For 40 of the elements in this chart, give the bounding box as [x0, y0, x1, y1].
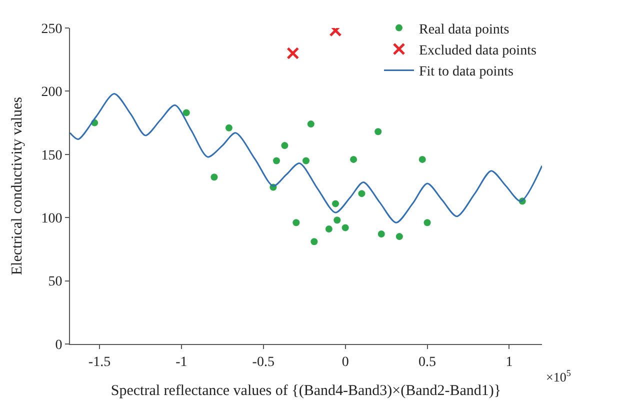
- text: ×10$^{5}$: [546, 368, 572, 384]
- point: [374, 128, 382, 136]
- y-tick-label: 50: [48, 274, 62, 290]
- y-tick-label: 150: [41, 148, 62, 164]
- point: [307, 120, 314, 128]
- y-tick-label: 250: [41, 22, 62, 37]
- point: [310, 238, 318, 246]
- legend-label: Fit to data points: [419, 64, 514, 80]
- legend-label: Excluded data points: [419, 43, 536, 58]
- point: [225, 124, 232, 132]
- line-series: [70, 92, 542, 224]
- y-tick-label: 0: [55, 338, 62, 353]
- x-tick-label: 1: [506, 354, 513, 370]
- point: [358, 190, 366, 198]
- point: [342, 224, 349, 232]
- y-tick-label: 200: [41, 85, 62, 100]
- x-tick-label: 0.5: [418, 354, 436, 370]
- point: [281, 142, 288, 150]
- point: [334, 216, 341, 224]
- x-tick-label: 0: [342, 354, 349, 370]
- point: [418, 156, 426, 163]
- point: [350, 156, 358, 163]
- point: [325, 225, 332, 232]
- x-tick-label: -1: [176, 354, 188, 370]
- point: [182, 109, 190, 116]
- point: [424, 219, 431, 226]
- point: [332, 200, 339, 208]
- point: [286, 47, 300, 60]
- point: [396, 233, 403, 240]
- point: [210, 174, 218, 181]
- y-tick-label: 100: [41, 212, 62, 226]
- point: [292, 219, 300, 226]
- point: [378, 230, 385, 238]
- x-tick-label: -0.5: [252, 354, 274, 370]
- point: [273, 157, 280, 164]
- y-axis-title: Electrical conductivity values: [9, 96, 26, 276]
- point: [302, 157, 310, 164]
- legend-label: Real data points: [419, 22, 510, 38]
- x-axis-title: Spectral reflectance values of {(Band4-Band3)×(Band2-Band1)}: [110, 382, 502, 399]
- x-tick-label: -1.5: [88, 354, 111, 370]
